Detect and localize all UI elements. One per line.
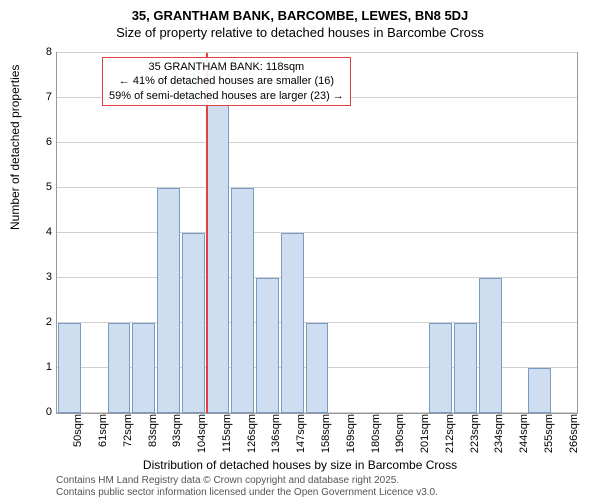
histogram-bar	[479, 278, 502, 413]
histogram-bar	[306, 323, 329, 413]
footer-attribution: Contains HM Land Registry data © Crown c…	[56, 475, 438, 499]
histogram-bar	[157, 188, 180, 413]
annotation-box: 35 GRANTHAM BANK: 118sqm← 41% of detache…	[102, 57, 351, 106]
gridline	[57, 52, 577, 53]
y-axis-label: Number of detached properties	[8, 65, 22, 230]
histogram-bar	[108, 323, 131, 413]
chart-container: 35, GRANTHAM BANK, BARCOMBE, LEWES, BN8 …	[0, 0, 600, 500]
y-tick: 1	[32, 361, 52, 373]
annotation-line2: ← 41% of detached houses are smaller (16…	[109, 74, 344, 88]
y-tick: 5	[32, 181, 52, 193]
y-tick: 6	[32, 136, 52, 148]
histogram-bar	[231, 188, 254, 413]
y-tick: 4	[32, 226, 52, 238]
chart-title-sub: Size of property relative to detached ho…	[0, 23, 600, 40]
y-tick: 7	[32, 91, 52, 103]
histogram-bar	[132, 323, 155, 413]
footer-line1: Contains HM Land Registry data © Crown c…	[56, 475, 438, 487]
y-tick: 0	[32, 406, 52, 418]
reference-line	[206, 53, 208, 413]
histogram-bar	[429, 323, 452, 413]
histogram-bar	[182, 233, 205, 413]
footer-line2: Contains public sector information licen…	[56, 487, 438, 499]
histogram-bar	[256, 278, 279, 413]
y-tick: 2	[32, 316, 52, 328]
gridline	[57, 232, 577, 233]
annotation-line1: 35 GRANTHAM BANK: 118sqm	[109, 60, 344, 74]
x-axis-label: Distribution of detached houses by size …	[0, 458, 600, 472]
plot-area: 35 GRANTHAM BANK: 118sqm← 41% of detache…	[56, 52, 578, 414]
gridline	[57, 187, 577, 188]
histogram-bar	[281, 233, 304, 413]
histogram-bar	[454, 323, 477, 413]
chart-title-main: 35, GRANTHAM BANK, BARCOMBE, LEWES, BN8 …	[0, 0, 600, 23]
y-tick: 8	[32, 46, 52, 58]
histogram-bar	[207, 98, 230, 413]
annotation-line3: 59% of semi-detached houses are larger (…	[109, 89, 344, 103]
histogram-bar	[58, 323, 81, 413]
y-tick: 3	[32, 271, 52, 283]
gridline	[57, 142, 577, 143]
histogram-bar	[528, 368, 551, 413]
